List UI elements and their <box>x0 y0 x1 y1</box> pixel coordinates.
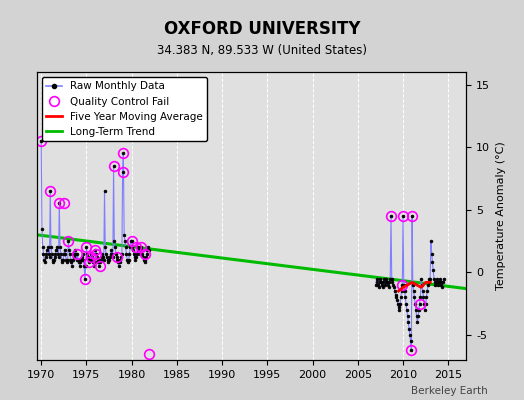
Legend: Raw Monthly Data, Quality Control Fail, Five Year Moving Average, Long-Term Tren: Raw Monthly Data, Quality Control Fail, … <box>42 77 207 141</box>
Text: Berkeley Earth: Berkeley Earth <box>411 386 487 396</box>
Y-axis label: Temperature Anomaly (°C): Temperature Anomaly (°C) <box>496 142 506 290</box>
Text: 34.383 N, 89.533 W (United States): 34.383 N, 89.533 W (United States) <box>157 44 367 57</box>
Text: OXFORD UNIVERSITY: OXFORD UNIVERSITY <box>163 20 361 38</box>
